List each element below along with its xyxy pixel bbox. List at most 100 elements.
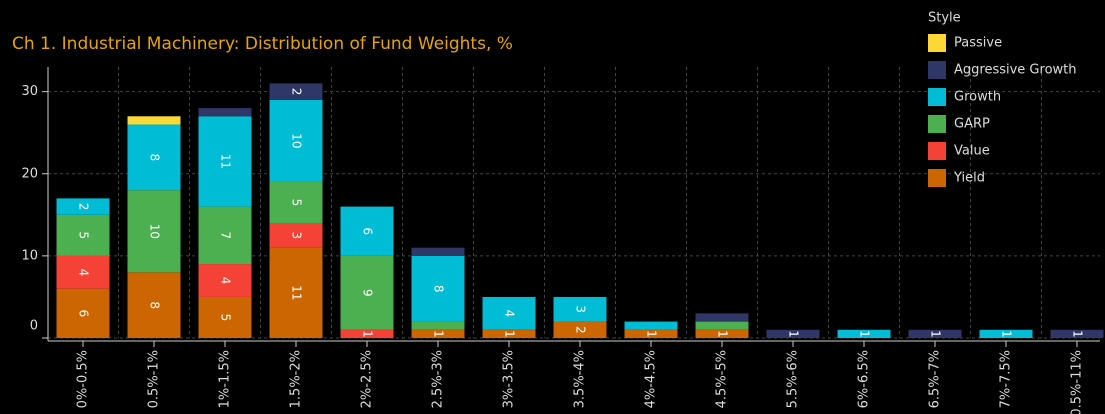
legend-title: Style [928,11,961,26]
x-tick-label: 3%-3.5% [502,350,517,408]
data-label: 1 [1000,330,1014,338]
x-tick-label: 10.5%-11% [1070,350,1085,414]
data-label: 1 [787,330,801,338]
data-label: 5 [290,199,304,207]
data-label: 5 [219,314,233,322]
data-label: 1 [361,330,375,338]
bar-segment [269,99,323,182]
bar-segment [198,296,252,338]
data-label: 3 [290,232,304,240]
data-label: 4 [77,268,91,276]
data-label: 5 [77,232,91,240]
data-label: 1 [929,330,943,338]
legend-swatch [928,169,946,187]
bar-segment [340,329,394,338]
bar-segment [56,198,110,215]
legend-swatch [928,61,946,79]
bar-segment [411,329,465,338]
data-label: 2 [290,88,304,96]
chart-title: Ch 1. Industrial Machinery: Distribution… [12,34,513,54]
x-tick-label: 2.5%-3% [431,350,446,408]
bar-segment [127,124,181,191]
y-tick-label: 0 [30,319,38,334]
y-tick-label: 10 [21,248,38,263]
legend-label: GARP [954,117,990,132]
data-label: 11 [219,154,233,169]
x-tick-label: 3.5%-4% [573,350,588,408]
bar-segment [908,329,962,338]
data-label: 2 [574,326,588,334]
bar-segment [198,116,252,207]
x-tick-label: 7%-7.5% [999,350,1014,408]
x-tick-label: 1.5%-2% [289,350,304,408]
bar-segment [269,83,323,100]
legend-label: Value [954,144,990,159]
bar-segment [56,214,110,256]
bar-segment [411,255,465,322]
data-label: 9 [361,289,375,297]
bar-segment [269,223,323,248]
data-label: 1 [503,330,517,338]
y-tick-label: 30 [21,84,38,99]
data-label: 6 [77,310,91,318]
x-tick-label: 6.5%-7% [928,350,943,408]
data-label: 3 [574,305,588,313]
data-label: 1 [858,330,872,338]
data-label: 2 [77,203,91,211]
bar-segment [56,255,110,289]
data-label: 8 [148,301,162,309]
bar-segment [198,206,252,265]
bar-segment [411,247,465,256]
bar-segment [695,313,749,322]
data-label: 10 [290,133,304,148]
legend-swatch [928,142,946,160]
bar-segment [269,247,323,338]
data-label: 11 [290,285,304,300]
data-label: 1 [432,330,446,338]
legend-swatch [928,88,946,106]
data-label: 1 [716,330,730,338]
data-label: 8 [148,154,162,162]
bar-segment [56,288,110,338]
legend-swatch [928,115,946,133]
data-label: 10 [148,224,162,239]
bar-segment [837,329,891,338]
bar-segment [127,116,181,125]
x-tick-label: 0.5%-1% [147,350,162,408]
legend-label: Passive [954,36,1002,51]
data-label: 4 [219,277,233,285]
x-tick-label: 1%-1.5% [218,350,233,408]
legend-swatch [928,34,946,52]
bar-segment [269,181,323,224]
bar-segment [411,321,465,330]
bar-segment [482,329,536,338]
data-label: 4 [503,310,517,318]
data-label: 1 [645,330,659,338]
x-tick-label: 4.5%-5% [715,350,730,408]
bar-segment [482,296,536,330]
data-label: 8 [432,285,446,293]
data-label: 6 [361,227,375,235]
data-label: 1 [1071,330,1085,338]
legend-label: Growth [954,90,1001,105]
bar-segment [624,329,678,338]
data-label: 7 [219,232,233,240]
bar-segment [340,206,394,256]
x-tick-label: 5.5%-6% [786,350,801,408]
x-tick-label: 2%-2.5% [360,350,375,408]
bar-segment [979,329,1033,338]
bar-segment [553,296,607,322]
bar-segment [198,108,252,117]
bar-segment [127,272,181,338]
legend-label: Yield [953,171,985,186]
legend-label: Aggressive Growth [954,63,1077,78]
x-tick-label: 4%-4.5% [644,350,659,408]
bar-segment [1050,329,1104,338]
x-tick-label: 6%-6.5% [857,350,872,408]
bar-segment [624,321,678,330]
x-tick-label: 0%-0.5% [76,350,91,408]
bar-segment [553,321,607,338]
y-tick-label: 20 [21,166,38,181]
bar-segment [695,321,749,330]
